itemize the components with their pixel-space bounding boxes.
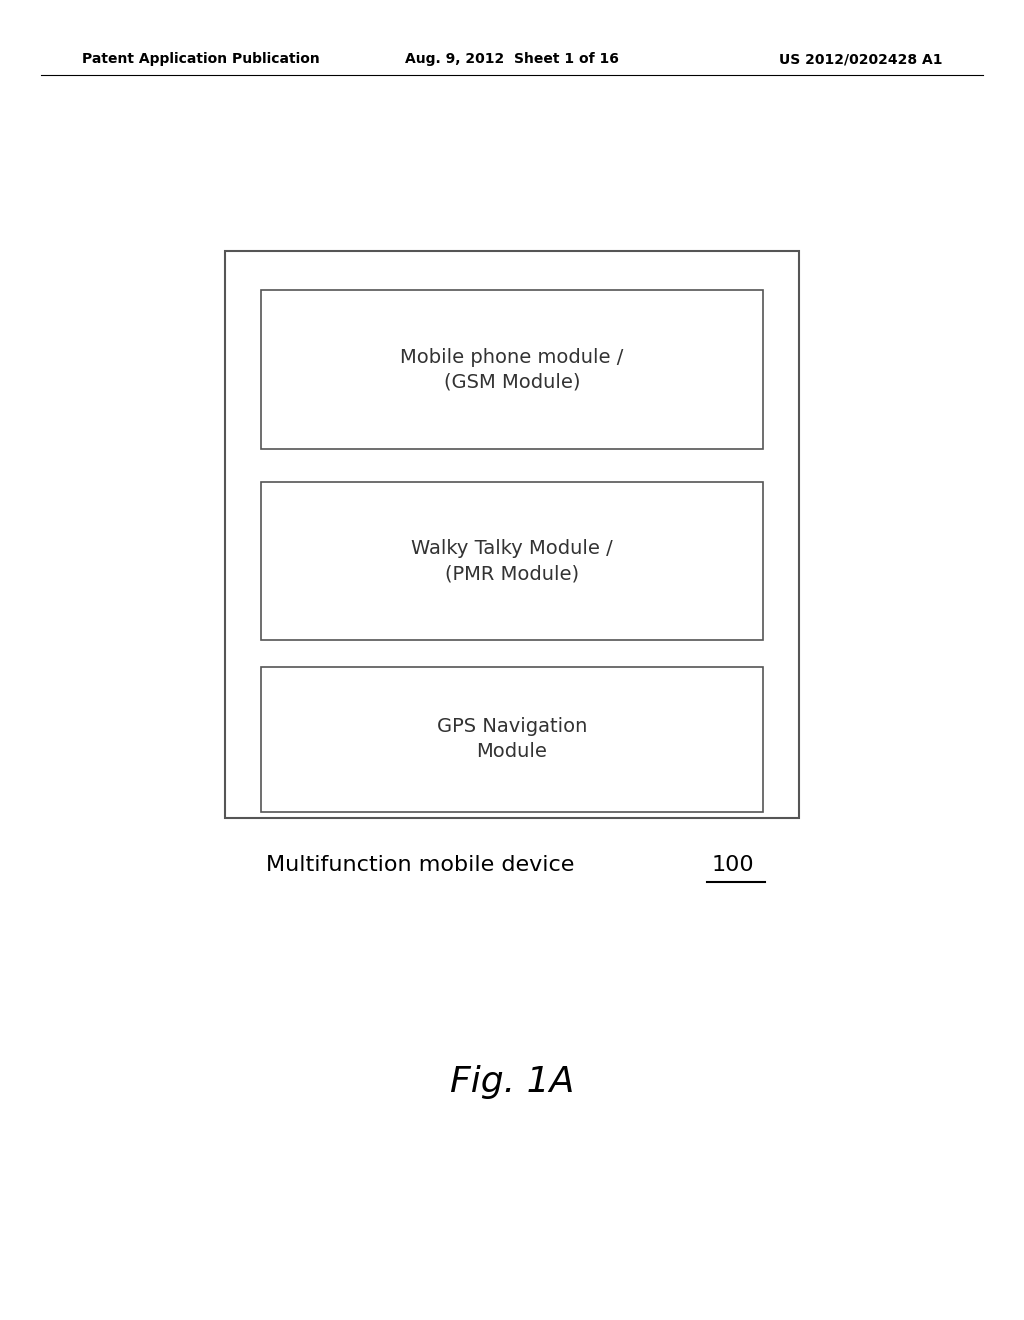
- Text: Walky Talky Module /
(PMR Module): Walky Talky Module / (PMR Module): [411, 539, 613, 583]
- Text: GPS Navigation
Module: GPS Navigation Module: [437, 717, 587, 762]
- Text: Mobile phone module /
(GSM Module): Mobile phone module / (GSM Module): [400, 347, 624, 392]
- FancyBboxPatch shape: [225, 251, 799, 818]
- Text: Patent Application Publication: Patent Application Publication: [82, 53, 319, 66]
- Text: US 2012/0202428 A1: US 2012/0202428 A1: [778, 53, 942, 66]
- Text: 100: 100: [712, 854, 755, 875]
- FancyBboxPatch shape: [261, 290, 763, 449]
- FancyBboxPatch shape: [261, 667, 763, 812]
- Text: Multifunction mobile device: Multifunction mobile device: [266, 854, 574, 875]
- Text: Fig. 1A: Fig. 1A: [450, 1065, 574, 1100]
- FancyBboxPatch shape: [261, 482, 763, 640]
- Text: Aug. 9, 2012  Sheet 1 of 16: Aug. 9, 2012 Sheet 1 of 16: [406, 53, 618, 66]
